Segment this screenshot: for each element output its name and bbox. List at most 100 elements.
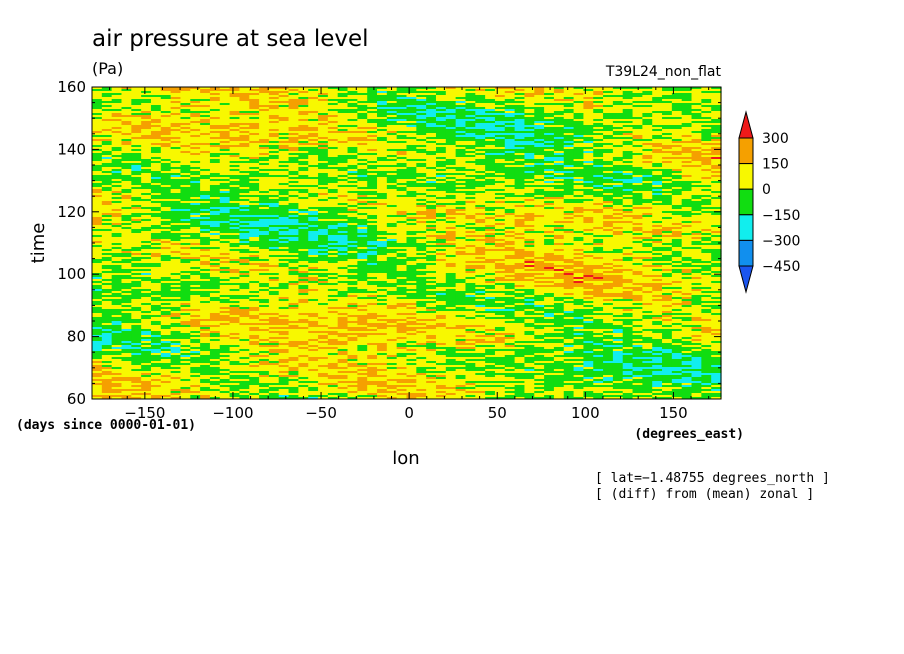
- heatmap-cell: [101, 229, 113, 232]
- heatmap-cell: [475, 155, 486, 158]
- heatmap-cell: [318, 107, 329, 110]
- heatmap-cell: [229, 173, 241, 176]
- heatmap-cell: [308, 201, 319, 204]
- heatmap-cell: [524, 141, 535, 144]
- heatmap-cell: [524, 195, 535, 198]
- heatmap-cell: [642, 225, 653, 228]
- heatmap-cell: [327, 175, 339, 178]
- heatmap-cell: [268, 171, 280, 174]
- heatmap-cell: [573, 117, 585, 120]
- heatmap-cell: [278, 235, 290, 238]
- heatmap-cell: [386, 127, 398, 130]
- heatmap-cell: [111, 217, 123, 220]
- heatmap-cell: [367, 127, 378, 130]
- heatmap-cell: [92, 241, 103, 244]
- heatmap-cell: [583, 175, 594, 178]
- heatmap-cell: [337, 149, 349, 152]
- heatmap-cell: [622, 235, 634, 238]
- heatmap-cell: [200, 181, 211, 184]
- heatmap-cell: [416, 109, 427, 112]
- heatmap-cell: [209, 237, 221, 240]
- heatmap-cell: [632, 125, 643, 128]
- heatmap-cell: [160, 195, 172, 198]
- heatmap-cell: [632, 235, 643, 238]
- heatmap-cell: [239, 211, 250, 214]
- heatmap-cell: [622, 187, 634, 190]
- heatmap-cell: [553, 87, 565, 90]
- heatmap-cell: [180, 97, 191, 100]
- heatmap-cell: [229, 99, 241, 102]
- heatmap-cell: [268, 207, 280, 210]
- heatmap-cell: [573, 229, 585, 232]
- heatmap-cell: [288, 105, 299, 108]
- heatmap-cell: [327, 231, 339, 234]
- heatmap-cell: [583, 189, 594, 192]
- heatmap-cell: [681, 203, 693, 206]
- heatmap-cell: [131, 175, 142, 178]
- heatmap-cell: [318, 173, 329, 176]
- heatmap-cell: [455, 229, 467, 232]
- heatmap-cell: [229, 189, 241, 192]
- heatmap-cell: [121, 149, 132, 152]
- heatmap-cell: [681, 93, 693, 96]
- heatmap-cell: [377, 235, 388, 238]
- heatmap-cell: [544, 97, 555, 100]
- heatmap-cell: [386, 215, 398, 218]
- heatmap-cell: [239, 179, 250, 182]
- heatmap-cell: [632, 203, 643, 206]
- heatmap-cell: [337, 163, 349, 166]
- heatmap-cell: [92, 221, 103, 224]
- heatmap-cell: [92, 145, 103, 148]
- heatmap-cell: [691, 223, 702, 226]
- heatmap-cell: [278, 219, 290, 222]
- heatmap-cell: [553, 179, 565, 182]
- heatmap-cell: [622, 217, 634, 220]
- heatmap-cell: [367, 207, 378, 210]
- heatmap-cell: [298, 91, 309, 94]
- heatmap-cell: [593, 233, 604, 236]
- heatmap-cell: [308, 199, 319, 202]
- heatmap-cell: [357, 241, 368, 244]
- heatmap-cell: [426, 231, 437, 234]
- heatmap-cell: [435, 175, 447, 178]
- heatmap-cell: [504, 241, 516, 244]
- heatmap-cell: [180, 111, 191, 114]
- heatmap-cell: [386, 219, 398, 222]
- heatmap-cell: [141, 187, 152, 190]
- heatmap-cell: [327, 141, 339, 144]
- heatmap-cell: [396, 97, 408, 100]
- heatmap-cell: [347, 191, 358, 194]
- heatmap-cell: [553, 223, 565, 226]
- heatmap-cell: [386, 95, 398, 98]
- heatmap-cell: [445, 97, 457, 100]
- heatmap-cell: [377, 109, 388, 112]
- heatmap-cell: [691, 191, 702, 194]
- heatmap-cell: [347, 155, 358, 158]
- heatmap-cell: [308, 141, 319, 144]
- heatmap-cell: [160, 155, 172, 158]
- heatmap-cell: [288, 139, 299, 142]
- heatmap-cell: [298, 101, 309, 104]
- heatmap-cell: [612, 133, 624, 136]
- heatmap-cell: [170, 193, 182, 196]
- heatmap-cell: [681, 209, 693, 212]
- heatmap-cell: [504, 107, 516, 110]
- heatmap-cell: [150, 125, 162, 128]
- heatmap-cell: [318, 151, 329, 154]
- heatmap-cell: [200, 131, 211, 134]
- heatmap-cell: [416, 111, 427, 114]
- heatmap-cell: [327, 239, 339, 242]
- heatmap-cell: [229, 89, 241, 92]
- heatmap-cell: [160, 93, 172, 96]
- heatmap-cell: [504, 215, 516, 218]
- heatmap-cell: [278, 135, 290, 138]
- heatmap-cell: [288, 129, 299, 132]
- heatmap-cell: [544, 203, 555, 206]
- heatmap-cell: [662, 227, 673, 230]
- heatmap-cell: [327, 147, 339, 150]
- heatmap-cell: [475, 91, 486, 94]
- heatmap-cell: [200, 215, 211, 218]
- heatmap-cell: [455, 199, 467, 202]
- heatmap-cell: [219, 127, 231, 130]
- heatmap-cell: [327, 201, 339, 204]
